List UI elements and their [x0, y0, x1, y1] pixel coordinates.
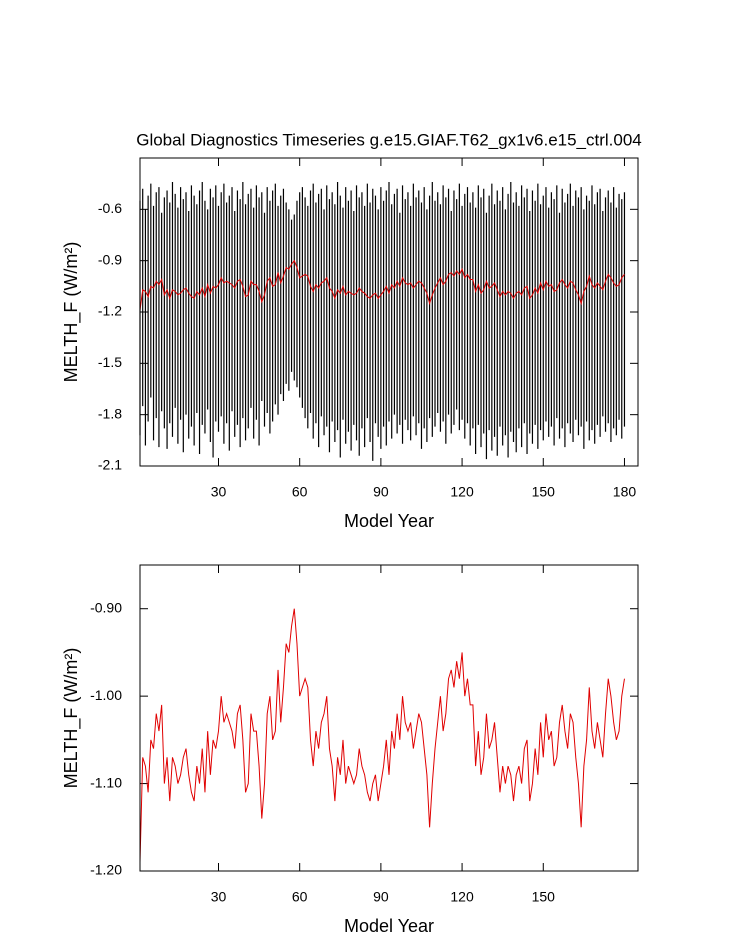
x-tick-label: 180: [613, 484, 637, 500]
plot-frame: [139, 157, 639, 467]
y-tick-label: -1.2: [98, 303, 122, 319]
x-tick-label: 30: [211, 484, 227, 500]
y-tick-label: -1.10: [90, 774, 122, 790]
x-axis-label: Model Year: [344, 916, 434, 936]
x-axis-label: Model Year: [344, 511, 434, 531]
x-tick-label: 60: [292, 484, 308, 500]
x-tick-label: 120: [450, 889, 474, 905]
x-tick-label: 90: [373, 889, 389, 905]
y-axis-label: MELTH_F (W/m²): [61, 242, 82, 383]
x-tick-label: 150: [532, 889, 556, 905]
x-tick-label: 60: [292, 889, 308, 905]
data-line: [139, 608, 625, 863]
y-tick-label: -2.1: [98, 457, 122, 473]
x-tick-label: 30: [211, 889, 227, 905]
x-tick-label: 90: [373, 484, 389, 500]
y-tick-label: -0.9: [98, 251, 122, 267]
plot-frame: [139, 564, 639, 872]
x-tick-label: 150: [532, 484, 556, 500]
y-tick-label: -1.00: [90, 687, 122, 703]
y-axis-label: MELTH_F (W/m²): [61, 648, 82, 789]
y-tick-label: -1.5: [98, 354, 122, 370]
data-line: [139, 259, 625, 311]
x-tick-label: 120: [450, 484, 474, 500]
y-tick-label: -0.6: [98, 200, 122, 216]
chart-title: Global Diagnostics Timeseries g.e15.GIAF…: [136, 130, 642, 149]
y-tick-label: -1.20: [90, 862, 122, 878]
y-tick-label: -1.8: [98, 405, 122, 421]
y-tick-label: -0.90: [90, 599, 122, 615]
